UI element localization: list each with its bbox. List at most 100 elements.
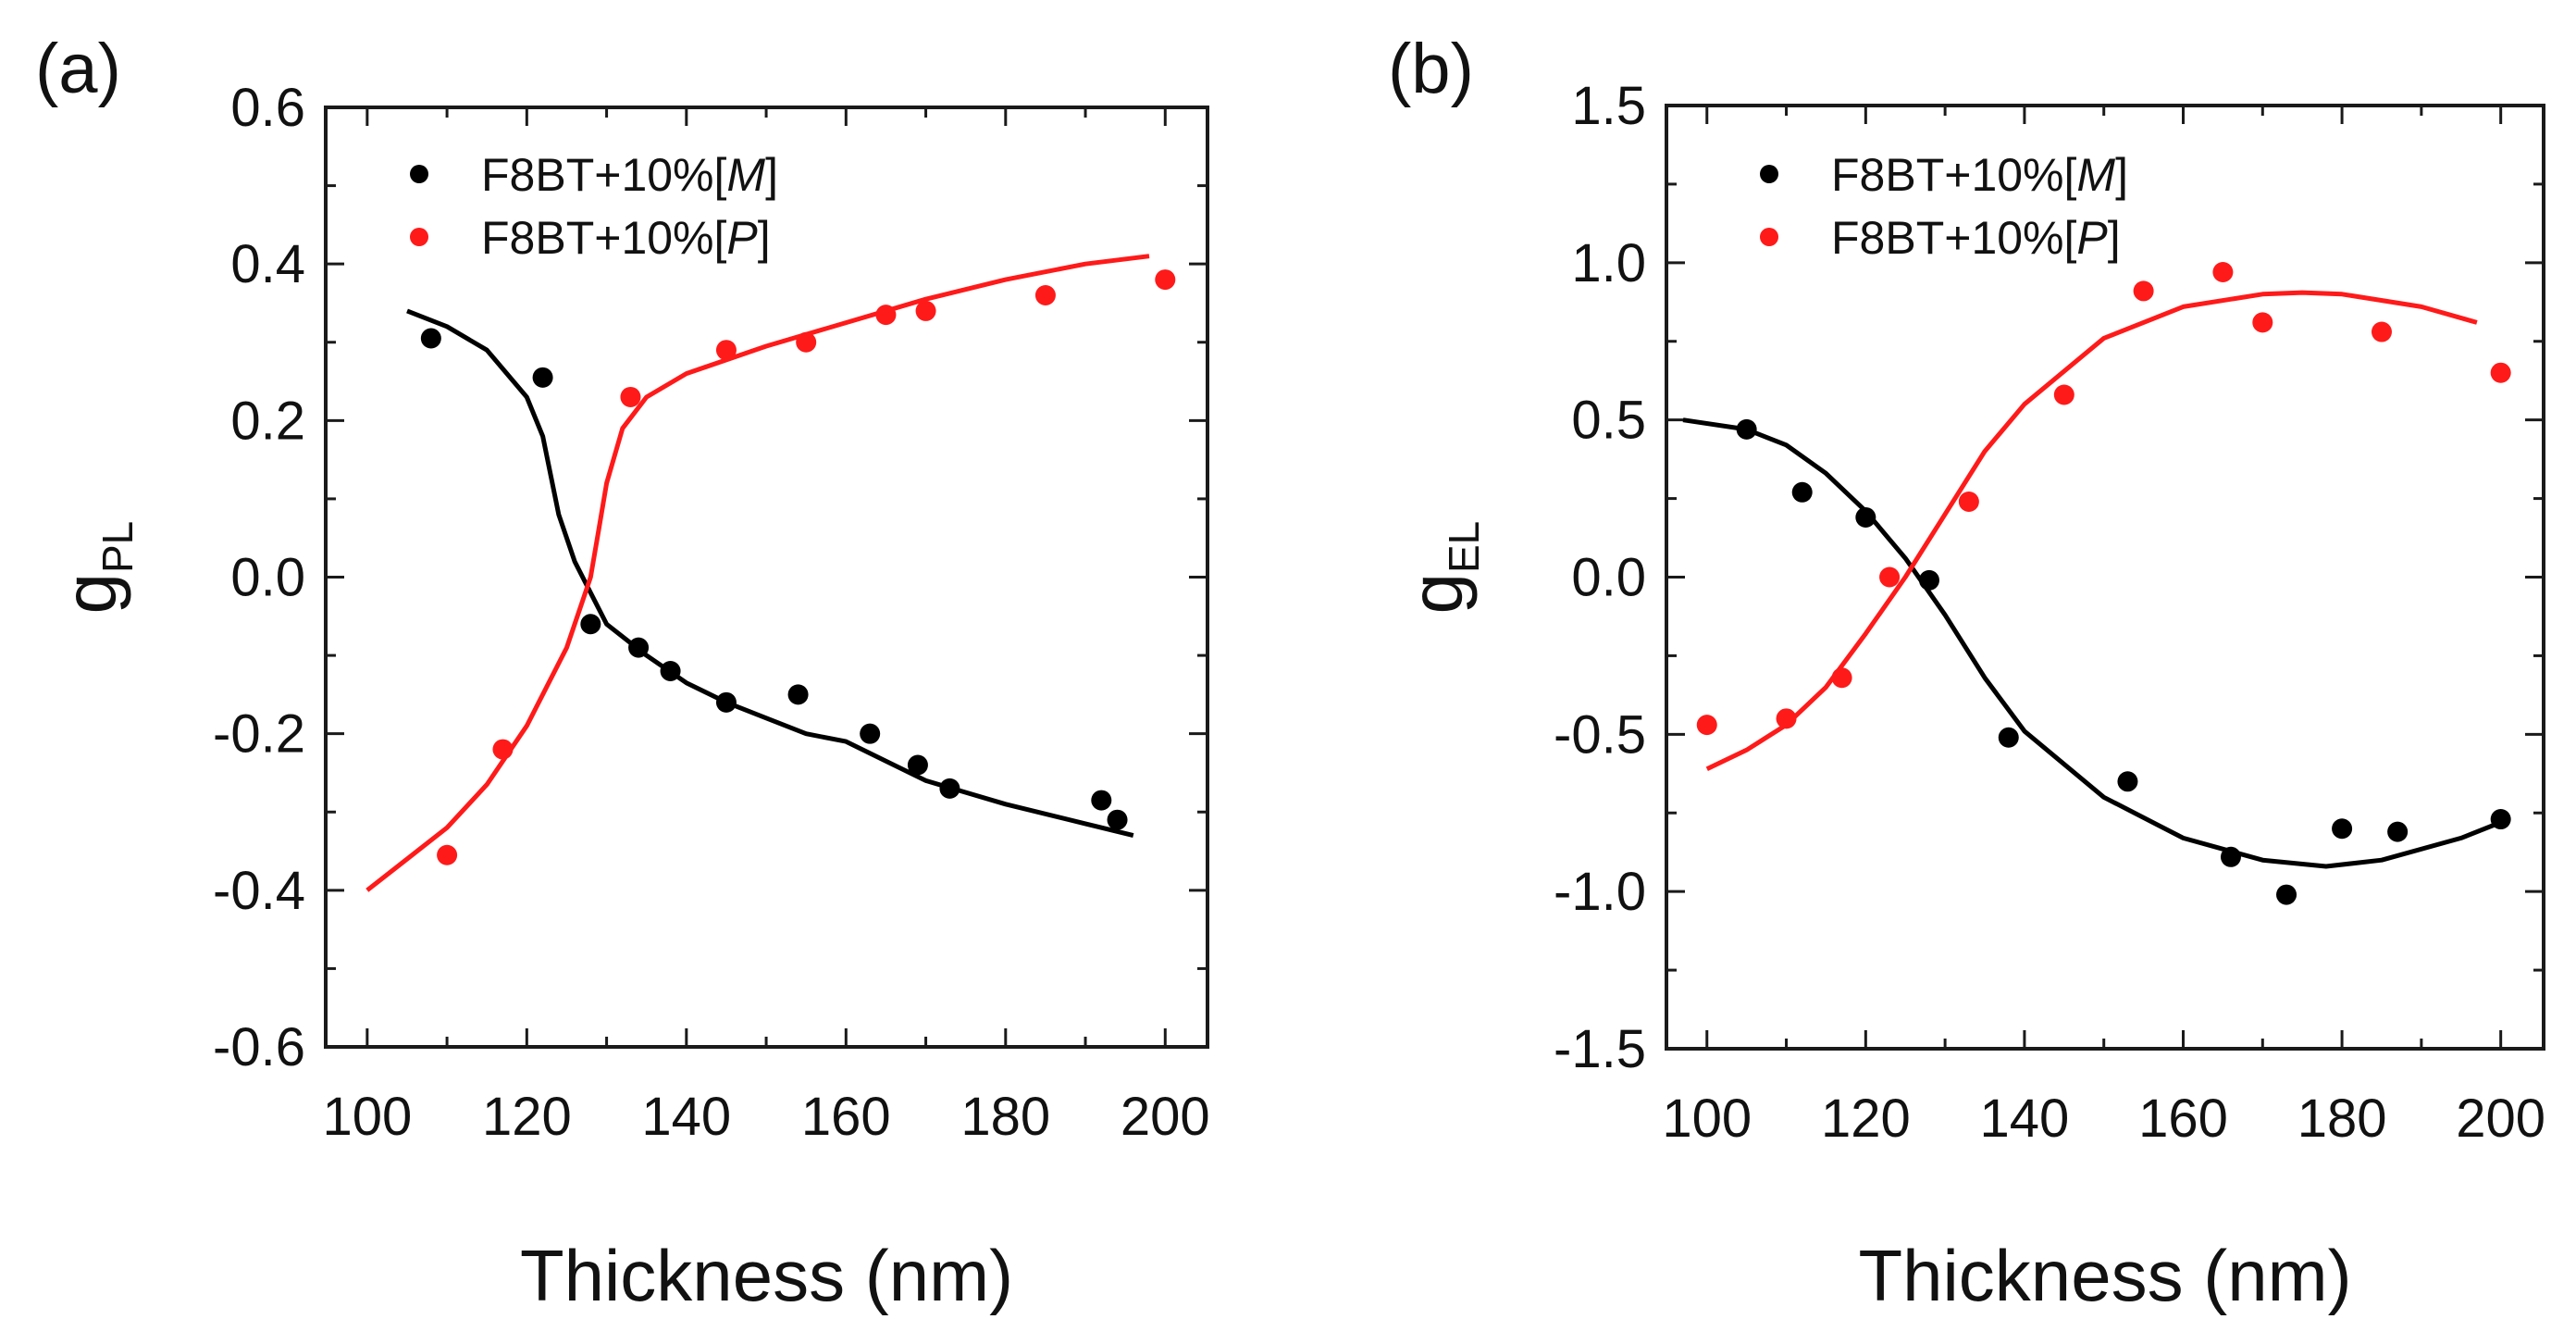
y-tick-label: 0.0 — [230, 548, 305, 608]
y-tick-label: -0.5 — [1554, 704, 1646, 765]
y-tick-label: -0.4 — [213, 861, 305, 921]
data-point-m — [1736, 418, 1757, 440]
data-point-p — [1155, 269, 1176, 291]
x-tick-label: 200 — [2456, 1089, 2545, 1149]
y-axis-title-main: g — [49, 573, 131, 615]
data-point-m — [628, 637, 650, 658]
legend-label-italic: P — [2076, 212, 2108, 264]
legend-marker — [410, 228, 428, 246]
y-tick-label: -0.6 — [213, 1017, 305, 1077]
legend-marker — [1760, 165, 1778, 183]
x-axis-title: Thickness (nm) — [520, 1235, 1013, 1316]
x-tick-label: 180 — [960, 1087, 1050, 1147]
y-tick-label: 0.0 — [1571, 548, 1646, 608]
data-point-m — [2332, 818, 2353, 840]
y-axis-title: gEL — [1395, 521, 1488, 615]
data-point-p — [492, 739, 514, 760]
y-axis-title-subscript: EL — [1440, 521, 1488, 573]
data-point-p — [1776, 708, 1797, 729]
legend-label-prefix: F8BT+10%[ — [1831, 149, 2077, 201]
data-point-p — [2212, 262, 2234, 283]
y-axis-title: gPL — [49, 521, 142, 615]
data-point-m — [907, 754, 928, 776]
data-point-m — [1855, 506, 1876, 528]
data-point-p — [875, 305, 897, 326]
y-tick-label: 1.0 — [1571, 233, 1646, 293]
y-tick-label: -1.0 — [1554, 862, 1646, 922]
data-point-m — [532, 367, 553, 388]
legend-label-suffix: ] — [2115, 149, 2128, 201]
legend-label-suffix: ] — [758, 212, 771, 264]
legend-label: F8BT+10%[M] — [481, 149, 778, 201]
legend-label: F8BT+10%[M] — [1831, 149, 2128, 201]
data-point-m — [1791, 481, 1813, 503]
legend-label-italic: M — [726, 149, 765, 201]
legend-marker — [1760, 228, 1778, 246]
y-tick-label: -1.5 — [1554, 1019, 1646, 1079]
data-point-p — [2053, 384, 2074, 405]
data-point-p — [2133, 280, 2154, 302]
data-point-m — [1107, 809, 1128, 830]
data-point-p — [437, 844, 458, 865]
data-point-p — [1696, 715, 1717, 736]
data-point-p — [2490, 362, 2511, 383]
x-tick-label: 100 — [322, 1087, 412, 1147]
data-point-m — [1918, 569, 1939, 591]
x-tick-label: 140 — [641, 1087, 731, 1147]
y-tick-label: 0.4 — [230, 234, 305, 294]
data-point-m — [787, 684, 809, 705]
panel-a: (a) 100 120 140 160 180 200 0.6 0.4 0.2 0.0 -0.2 -0.… — [35, 30, 1210, 1316]
legend-label: F8BT+10%[P] — [1831, 212, 2121, 264]
y-tick-label: 0.2 — [230, 391, 305, 451]
x-tick-label: 140 — [1980, 1089, 2070, 1149]
data-point-m — [2220, 846, 2241, 867]
legend-label-italic: P — [726, 212, 758, 264]
y-tick-label: 1.5 — [1571, 76, 1646, 136]
legend-label-prefix: F8BT+10%[ — [1831, 212, 2077, 264]
data-point-p — [715, 340, 737, 361]
y-axis-title-subscript: PL — [93, 521, 142, 573]
data-point-p — [1879, 566, 1901, 588]
data-point-p — [1034, 285, 1056, 305]
x-tick-label: 180 — [2297, 1089, 2387, 1149]
y-tick-label: 0.6 — [230, 78, 305, 138]
x-axis-title: Thickness (nm) — [1858, 1235, 2351, 1316]
data-point-p — [2252, 312, 2273, 333]
x-tick-label: 120 — [1821, 1089, 1911, 1149]
data-point-m — [939, 778, 960, 799]
data-point-p — [620, 386, 641, 407]
panel-label: (a) — [35, 30, 121, 108]
data-point-m — [2276, 884, 2297, 905]
y-tick-label: 0.5 — [1571, 391, 1646, 451]
data-point-p — [915, 300, 936, 321]
legend-label-prefix: F8BT+10%[ — [481, 212, 727, 264]
data-point-m — [715, 691, 737, 713]
panel-label: (b) — [1388, 30, 1474, 108]
legend-label-prefix: F8BT+10%[ — [481, 149, 727, 201]
legend-label: F8BT+10%[P] — [481, 212, 771, 264]
y-tick-label: -0.2 — [213, 704, 305, 765]
fit-curve-p — [365, 254, 1150, 892]
data-point-m — [1091, 790, 1112, 811]
x-tick-label: 160 — [2138, 1089, 2228, 1149]
fit-curve-m — [1682, 417, 2502, 869]
fit-curve-m — [406, 308, 1134, 839]
data-point-m — [2117, 771, 2138, 792]
data-point-m — [2387, 821, 2409, 842]
data-point-p — [2371, 321, 2392, 342]
legend-label-italic: M — [2076, 149, 2115, 201]
y-axis-title-main: g — [1395, 573, 1478, 615]
legend-marker — [410, 165, 428, 183]
data-point-p — [1831, 667, 1852, 689]
data-point-p — [796, 331, 817, 353]
fit-curve-p — [1705, 290, 2478, 771]
x-tick-label: 160 — [801, 1087, 891, 1147]
data-point-m — [860, 723, 881, 744]
data-point-m — [580, 614, 601, 635]
legend-label-suffix: ] — [765, 149, 778, 201]
data-point-m — [2490, 809, 2511, 830]
data-point-m — [420, 328, 441, 349]
data-point-m — [1998, 727, 2019, 748]
x-tick-label: 200 — [1121, 1087, 1210, 1147]
